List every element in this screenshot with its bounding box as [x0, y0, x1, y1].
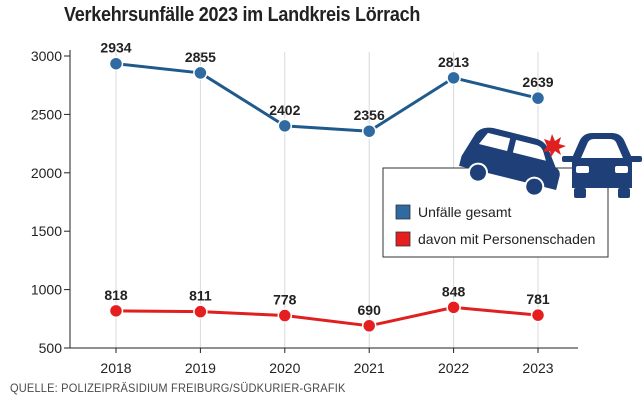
- y-tick-label-3000: 3000: [31, 48, 62, 64]
- legend: Unfälle gesamt davon mit Personenschaden: [382, 167, 609, 258]
- data-point-0-2019: [193, 65, 208, 81]
- y-tick-label-2000: 2000: [31, 165, 62, 181]
- crash-burst-icon: [543, 134, 566, 157]
- data-label-1-2022: 848: [442, 283, 466, 299]
- data-point-1-2021: [361, 318, 377, 334]
- right-car-icon: [562, 133, 642, 198]
- data-label-1-2023: 781: [526, 291, 550, 307]
- y-tick-label-1500: 1500: [31, 223, 62, 239]
- data-label-0-2019: 2855: [185, 49, 216, 65]
- y-tick-label-500: 500: [39, 340, 63, 356]
- data-point-0-2020: [277, 118, 293, 134]
- data-label-0-2023: 2639: [522, 74, 553, 90]
- series-line-1: [115, 305, 539, 328]
- data-label-1-2021: 690: [358, 302, 382, 318]
- data-point-1-2023: [530, 307, 546, 323]
- x-tick-label-2022: 2022: [438, 360, 469, 376]
- x-tick-label-2020: 2020: [269, 360, 300, 376]
- data-point-0-2018: [108, 56, 124, 71]
- x-tick-label-2023: 2023: [522, 360, 553, 376]
- legend-label-injury: davon mit Personenschaden: [418, 231, 595, 247]
- legend-swatch-injury: [395, 231, 411, 247]
- data-label-0-2020: 2402: [269, 102, 300, 118]
- chart-title: Verkehrsunfälle 2023 im Landkreis Lörrac…: [64, 4, 421, 26]
- data-point-1-2020: [277, 308, 293, 323]
- legend-swatch-total: [395, 204, 411, 220]
- data-label-1-2019: 811: [189, 288, 212, 304]
- series-line-0: [115, 62, 539, 133]
- source-note: QUELLE: POLIZEIPRÄSIDIUM FREIBURG/SÜDKUR…: [10, 381, 346, 395]
- data-point-0-2023: [530, 90, 546, 106]
- x-tick-label-2021: 2021: [354, 360, 385, 376]
- car-crash-icon: [459, 127, 642, 198]
- x-tick-label-2018: 2018: [100, 360, 131, 376]
- data-label-0-2021: 2356: [354, 107, 385, 123]
- data-label-1-2020: 778: [273, 292, 297, 308]
- axes: 500 1000 1500 2000 2500 3000 2018 2019 2020 2021 2…: [31, 48, 578, 376]
- data-label-1-2018: 818: [104, 287, 128, 303]
- left-car-icon: [459, 127, 560, 197]
- data-point-0-2021: [361, 123, 377, 139]
- data-label-0-2022: 2813: [438, 54, 469, 70]
- data-label-0-2018: 2934: [100, 40, 131, 56]
- data-point-0-2022: [446, 70, 461, 86]
- y-tick-label-2500: 2500: [31, 106, 62, 122]
- data-point-1-2019: [193, 304, 208, 319]
- series: 2934 2855 2402 2356 2813 2639 818 811 778 690 848 7…: [100, 40, 554, 334]
- data-point-1-2022: [446, 300, 461, 315]
- x-tick-label-2019: 2019: [185, 360, 216, 376]
- y-tick-label-1000: 1000: [31, 282, 62, 298]
- data-point-1-2018: [108, 303, 124, 319]
- legend-label-total: Unfälle gesamt: [418, 204, 511, 220]
- legend-box: [382, 167, 609, 258]
